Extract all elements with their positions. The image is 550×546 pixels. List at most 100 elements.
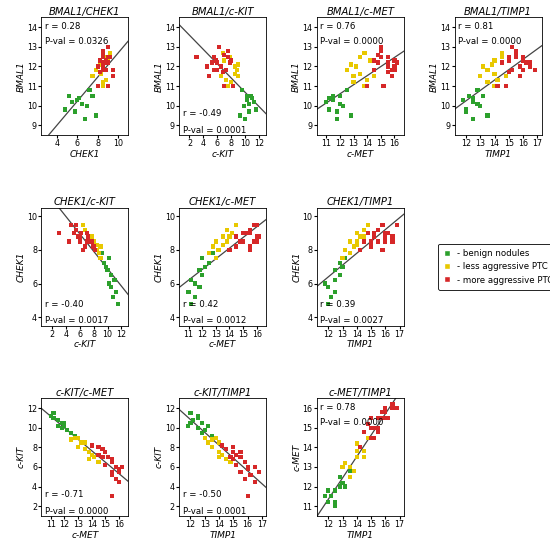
Point	[346, 111, 355, 120]
Point	[331, 498, 340, 507]
Point	[76, 438, 85, 447]
Point	[374, 225, 383, 234]
Point	[200, 433, 209, 442]
Point	[94, 62, 102, 71]
Point	[80, 438, 89, 447]
Point	[80, 445, 89, 454]
Point	[81, 115, 90, 124]
Point	[333, 115, 342, 124]
Point	[512, 46, 520, 55]
Point	[370, 433, 378, 442]
Text: P-val = 0.0000: P-val = 0.0000	[458, 38, 521, 46]
Point	[324, 105, 333, 114]
Point	[497, 58, 506, 67]
Point	[89, 237, 98, 246]
Point	[67, 221, 76, 229]
Point	[57, 419, 66, 428]
Text: P-val = 0.0001: P-val = 0.0001	[183, 126, 246, 135]
Point	[370, 56, 378, 65]
Point	[519, 66, 527, 75]
Point	[353, 241, 361, 250]
Point	[363, 76, 372, 85]
Point	[383, 68, 392, 76]
Point	[78, 99, 87, 108]
Point	[88, 92, 97, 100]
Point	[483, 78, 492, 86]
Point	[192, 52, 201, 61]
Text: P-val = 0.0000: P-val = 0.0000	[320, 38, 384, 46]
Point	[374, 424, 383, 432]
Point	[222, 455, 230, 464]
Point	[236, 237, 245, 246]
Point	[229, 448, 238, 456]
Point	[353, 237, 361, 246]
Point	[193, 424, 202, 432]
Point	[383, 62, 392, 71]
Point	[384, 229, 393, 238]
Point	[74, 443, 82, 452]
Point	[84, 232, 92, 241]
Point	[333, 107, 342, 116]
Point	[95, 56, 104, 65]
Point	[117, 462, 126, 471]
Point	[461, 105, 470, 114]
Title: BMAL1/c-KIT: BMAL1/c-KIT	[191, 7, 254, 17]
Point	[245, 242, 254, 251]
Point	[87, 441, 96, 450]
Point	[103, 56, 112, 65]
Point	[76, 229, 85, 238]
Point	[226, 453, 235, 461]
Point	[355, 246, 364, 254]
Point	[91, 66, 100, 75]
X-axis label: TIMP1: TIMP1	[347, 531, 374, 539]
Point	[393, 404, 402, 413]
Point	[387, 72, 396, 81]
Point	[250, 462, 259, 471]
Point	[331, 266, 340, 275]
Point	[504, 56, 513, 65]
Point	[244, 99, 253, 108]
X-axis label: c-MET: c-MET	[346, 150, 374, 158]
Point	[229, 443, 238, 452]
Point	[322, 97, 331, 106]
Point	[321, 492, 330, 501]
Point	[490, 56, 499, 65]
Point	[324, 498, 333, 507]
Point	[338, 254, 347, 263]
Point	[487, 60, 496, 69]
Point	[222, 225, 231, 234]
Point	[497, 52, 506, 61]
Y-axis label: BMAL1: BMAL1	[292, 61, 301, 92]
Point	[82, 229, 91, 238]
Point	[222, 237, 231, 246]
Point	[218, 241, 227, 250]
Point	[383, 58, 392, 67]
Point	[476, 72, 485, 81]
Point	[207, 58, 216, 67]
Point	[246, 92, 255, 100]
Point	[461, 107, 470, 116]
Title: c-MET/TIMP1: c-MET/TIMP1	[328, 388, 392, 397]
Point	[98, 62, 107, 71]
Point	[102, 56, 111, 65]
Point	[393, 221, 402, 229]
Point	[102, 66, 111, 75]
Point	[81, 242, 90, 251]
Point	[504, 68, 513, 76]
Point	[201, 263, 210, 271]
Point	[388, 400, 397, 408]
Point	[112, 474, 120, 483]
Point	[75, 232, 84, 241]
Point	[360, 428, 368, 436]
Point	[193, 414, 202, 423]
Point	[345, 466, 354, 475]
Point	[367, 414, 376, 423]
Point	[342, 66, 351, 75]
Point	[75, 237, 84, 246]
Point	[373, 50, 382, 59]
Point	[223, 52, 232, 61]
Point	[526, 58, 535, 67]
Point	[63, 425, 72, 434]
X-axis label: CHEK1: CHEK1	[70, 150, 100, 158]
Point	[112, 288, 120, 296]
